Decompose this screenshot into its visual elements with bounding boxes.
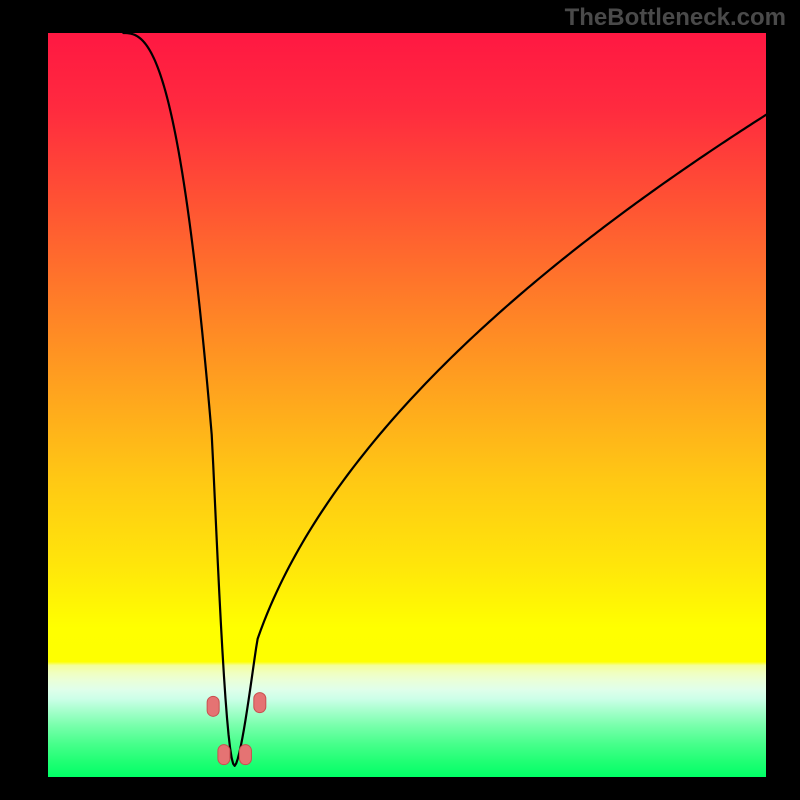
- chart-container: TheBottleneck.com: [0, 0, 800, 800]
- watermark-text: TheBottleneck.com: [565, 4, 786, 32]
- gradient-plot-background: [48, 33, 766, 777]
